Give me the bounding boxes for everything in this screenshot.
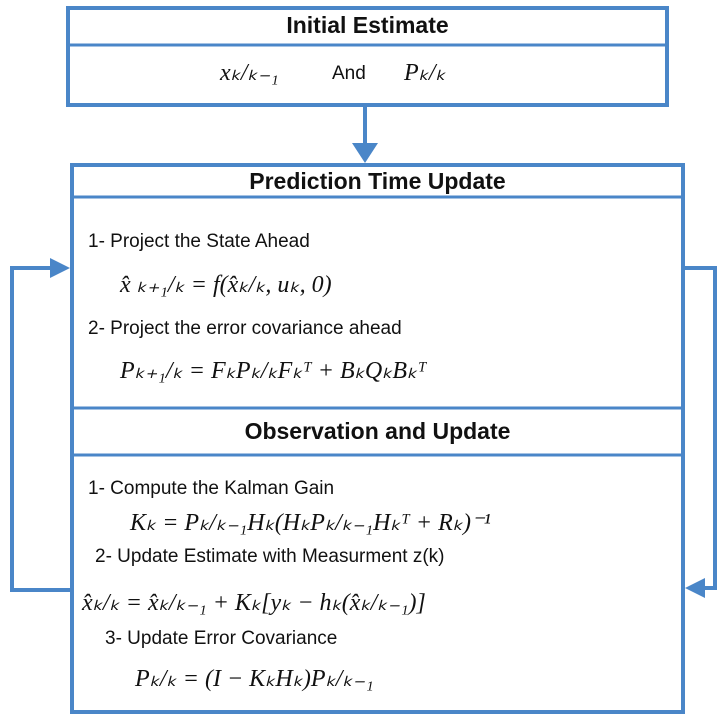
feedback-left [10, 266, 72, 592]
term: Pₖ/ₖ [404, 60, 446, 86]
step-label: 2- Project the error covariance ahead [88, 318, 402, 339]
step-label: 1- Compute the Kalman Gain [88, 478, 335, 499]
equation: x̂ ₖ₊₁/ₖ = f(x̂ₖ/ₖ, uₖ, 0) [120, 272, 332, 298]
title: Observation and Update [244, 418, 511, 444]
equation: Pₖ₊₁/ₖ = FₖPₖ/ₖFₖᵀ + BₖQₖBₖᵀ [120, 358, 427, 384]
step-label: 2- Update Estimate with Measurment z(k) [95, 546, 445, 567]
equation: Kₖ = Pₖ/ₖ₋₁Hₖ(HₖPₖ/ₖ₋₁Hₖᵀ + Rₖ)⁻¹ [130, 510, 491, 536]
term: And [332, 63, 366, 84]
arrow-head [685, 578, 705, 598]
title: Prediction Time Update [249, 168, 506, 194]
feedback-right [683, 266, 717, 590]
arrow-head [50, 258, 70, 278]
equation: x̂ₖ/ₖ = x̂ₖ/ₖ₋₁ + Kₖ[yₖ − hₖ(x̂ₖ/ₖ₋₁)] [82, 590, 426, 616]
equation: Pₖ/ₖ = (I − KₖHₖ)Pₖ/ₖ₋₁ [135, 666, 374, 692]
step-label: 3- Update Error Covariance [105, 628, 338, 649]
step-label: 1- Project the State Ahead [88, 231, 310, 252]
term: xₖ/ₖ₋₁ [220, 60, 279, 86]
main-box [70, 163, 685, 714]
initial-box [66, 6, 669, 107]
arrow-head [352, 143, 378, 163]
title: Initial Estimate [286, 12, 449, 38]
